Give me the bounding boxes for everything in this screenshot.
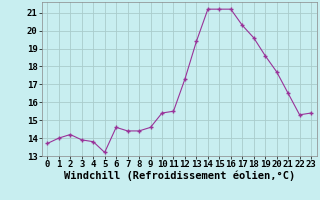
- X-axis label: Windchill (Refroidissement éolien,°C): Windchill (Refroidissement éolien,°C): [64, 171, 295, 181]
